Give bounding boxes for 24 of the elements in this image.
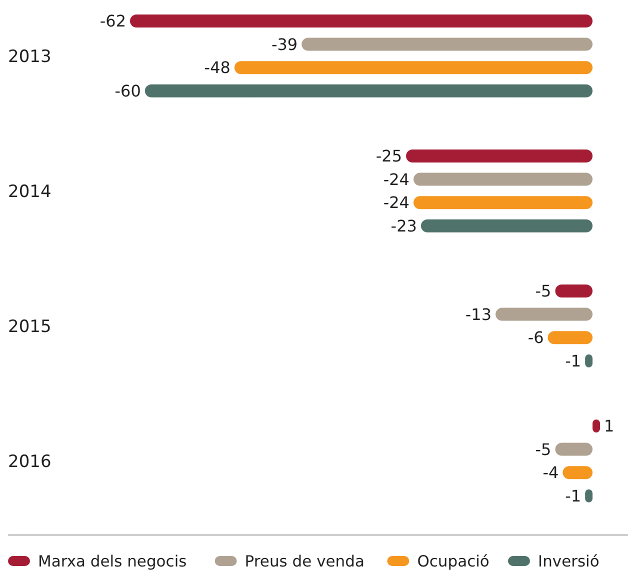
legend-label: Inversió (538, 552, 600, 570)
data-label: -39 (271, 34, 298, 54)
data-label: -48 (204, 58, 230, 78)
legend-label: Preus de venda (244, 552, 364, 570)
data-label: 1 (604, 416, 614, 436)
data-label: -60 (114, 82, 141, 100)
data-label: -62 (100, 12, 126, 31)
data-label: -1 (565, 486, 582, 506)
data-label: -13 (465, 304, 492, 324)
data-label: -25 (376, 146, 402, 166)
legend-label: Marxa dels negocis (38, 552, 187, 570)
data-label: -1 (565, 352, 582, 370)
data-label: -6 (528, 328, 544, 348)
y-tick-label: 2015 (8, 316, 52, 337)
data-label: -5 (535, 282, 552, 301)
y-tick-label: 2014 (8, 182, 52, 202)
data-label: -5 (535, 440, 552, 459)
legend-label: Ocupació (417, 552, 490, 570)
y-tick-label: 2016 (8, 452, 52, 472)
data-label: -4 (542, 463, 559, 482)
data-label: -23 (390, 216, 417, 236)
data-label: -24 (383, 193, 410, 212)
y-tick-label: 2013 (8, 46, 52, 67)
data-label: -24 (383, 170, 410, 189)
